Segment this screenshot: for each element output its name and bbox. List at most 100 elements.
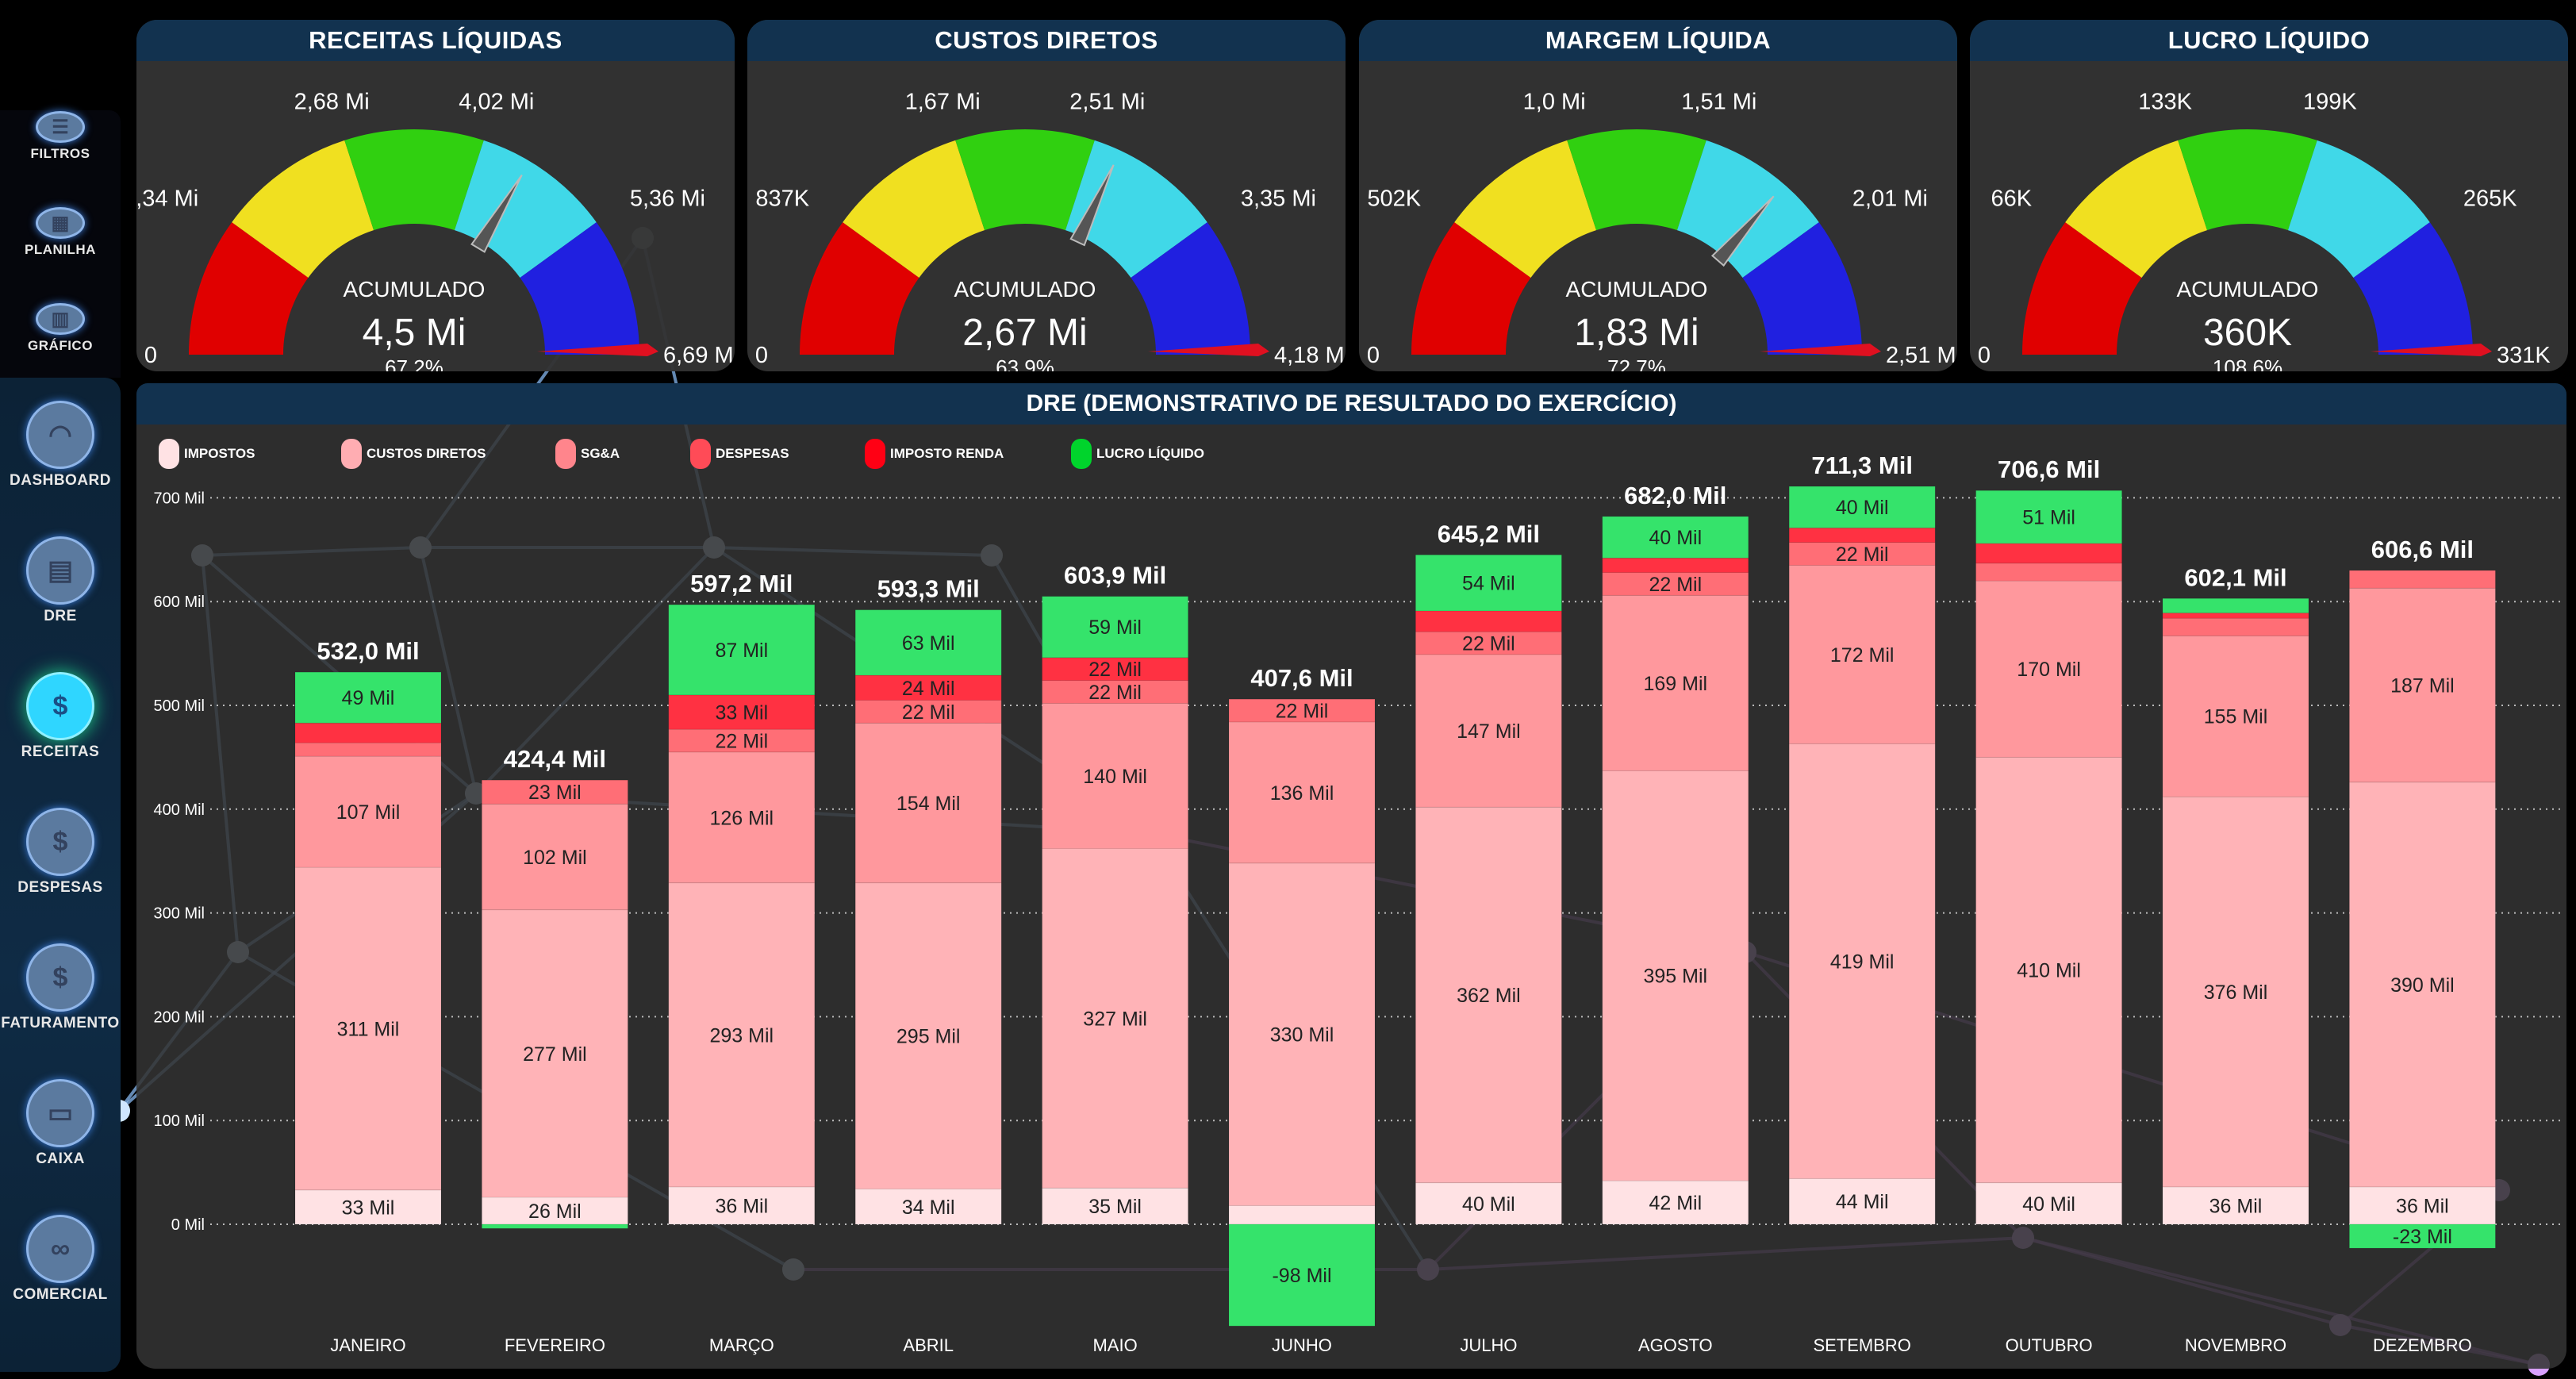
sidebar-item-despesas[interactable]: $ DESPESAS xyxy=(0,808,121,897)
bar-segment-custos-diretos[interactable] xyxy=(2348,782,2496,1188)
bar-setembro[interactable]: 44 Mil 419 Mil 172 Mil 22 Mil 40 Mil xyxy=(1788,486,1936,1225)
bar-segment-impostos[interactable] xyxy=(1042,1187,1189,1225)
bar-segment-lucro-l-quido[interactable] xyxy=(2348,1223,2496,1249)
bar-segment-custos-diretos[interactable] xyxy=(1602,770,1749,1181)
sidebar-item-filtros[interactable]: ☰ FILTROS xyxy=(0,111,121,162)
gauge-tick-label: 0 xyxy=(1367,343,1380,368)
bar-segment-despesas[interactable] xyxy=(1042,680,1189,704)
bar-segment-impostos[interactable] xyxy=(2348,1186,2496,1225)
bar-segment-impostos[interactable] xyxy=(2162,1186,2309,1225)
sidebar-item-gráfico[interactable]: ▥ GRÁFICO xyxy=(0,303,121,354)
bar-segment-despesas[interactable] xyxy=(1228,698,1376,723)
bar-segment-impostos[interactable] xyxy=(854,1189,1002,1225)
bar-segment-sg-a[interactable] xyxy=(2162,635,2309,797)
bar-agosto[interactable]: 42 Mil 395 Mil 169 Mil 22 Mil 40 Mil xyxy=(1602,516,1749,1225)
bar-segment-despesas[interactable] xyxy=(1415,631,1562,655)
bar-segment-custos-diretos[interactable] xyxy=(1788,743,1936,1179)
bar-segment-imposto-renda[interactable] xyxy=(1788,527,1936,544)
bar-segment-lucro-l-quido[interactable] xyxy=(2162,597,2309,614)
bar-segment-despesas[interactable] xyxy=(294,742,442,757)
bar-segment-sg-a[interactable] xyxy=(1975,580,2123,758)
bar-segment-custos-diretos[interactable] xyxy=(1042,848,1189,1189)
bar-segment-sg-a[interactable] xyxy=(1602,594,1749,771)
bar-julho[interactable]: 40 Mil 362 Mil 147 Mil 22 Mil 54 Mil xyxy=(1415,554,1562,1225)
bar-segment-sg-a[interactable] xyxy=(294,755,442,868)
bar-segment-despesas[interactable] xyxy=(1602,572,1749,596)
bar-segment-despesas[interactable] xyxy=(2348,570,2496,589)
bar-segment-lucro-l-quido[interactable] xyxy=(1602,516,1749,559)
bar-junho[interactable]: 330 Mil 136 Mil 22 Mil -98 Mil xyxy=(1228,698,1376,1327)
bar-segment-imposto-renda[interactable] xyxy=(2162,613,2309,619)
bar-segment-despesas[interactable] xyxy=(854,699,1002,724)
bar-segment-imposto-renda[interactable] xyxy=(1415,610,1562,632)
bar-segment-sg-a[interactable] xyxy=(1415,654,1562,808)
bar-segment-despesas[interactable] xyxy=(2162,617,2309,636)
legend-item[interactable]: IMPOSTO RENDA xyxy=(865,439,1071,469)
bar-segment-impostos[interactable] xyxy=(1415,1182,1562,1225)
bar-segment-impostos[interactable] xyxy=(481,1197,628,1225)
bar-segment-custos-diretos[interactable] xyxy=(481,909,628,1198)
x-tick-label: DEZEMBRO xyxy=(2373,1335,2472,1355)
bar-segment-custos-diretos[interactable] xyxy=(294,866,442,1191)
sidebar-item-faturamento[interactable]: $ FATURAMENTO xyxy=(0,943,121,1032)
sidebar-item-dashboard[interactable]: ◠ DASHBOARD xyxy=(0,401,121,490)
bar-segment-lucro-l-quido[interactable] xyxy=(1975,490,2123,544)
bar-segment-lucro-l-quido[interactable] xyxy=(1228,1223,1376,1327)
bar-segment-imposto-renda[interactable] xyxy=(668,694,816,730)
bar-segment-custos-diretos[interactable] xyxy=(668,882,816,1188)
bar-segment-lucro-l-quido[interactable] xyxy=(668,604,816,696)
bar-segment-custos-diretos[interactable] xyxy=(854,882,1002,1190)
bar-segment-lucro-l-quido[interactable] xyxy=(1788,486,1936,528)
bar-segment-lucro-l-quido[interactable] xyxy=(481,1223,628,1229)
bar-segment-imposto-renda[interactable] xyxy=(294,722,442,743)
sidebar-item-receitas[interactable]: $ RECEITAS xyxy=(0,672,121,761)
bar-segment-impostos[interactable] xyxy=(1975,1182,2123,1225)
bar-segment-despesas[interactable] xyxy=(668,728,816,753)
bar-outubro[interactable]: 40 Mil 410 Mil 170 Mil 51 Mil xyxy=(1975,490,2123,1225)
bar-dezembro[interactable]: 36 Mil 390 Mil 187 Mil -23 Mil xyxy=(2348,570,2496,1249)
legend-swatch xyxy=(341,439,362,469)
legend-item[interactable]: SG&A xyxy=(555,439,690,469)
bar-segment-sg-a[interactable] xyxy=(1042,702,1189,850)
bar-segment-lucro-l-quido[interactable] xyxy=(1042,596,1189,659)
bar-segment-sg-a[interactable] xyxy=(668,751,816,884)
bar-segment-sg-a[interactable] xyxy=(481,803,628,911)
bar-segment-custos-diretos[interactable] xyxy=(1228,862,1376,1206)
bar-segment-lucro-l-quido[interactable] xyxy=(854,609,1002,676)
bar-segment-impostos[interactable] xyxy=(294,1189,442,1225)
legend-item[interactable]: IMPOSTOS xyxy=(159,439,341,469)
bar-novembro[interactable]: 36 Mil 376 Mil 155 Mil xyxy=(2162,597,2309,1225)
bar-segment-imposto-renda[interactable] xyxy=(1602,557,1749,574)
bar-segment-sg-a[interactable] xyxy=(854,722,1002,884)
bar-fevereiro[interactable]: 26 Mil 277 Mil 102 Mil 23 Mil xyxy=(481,779,628,1229)
sidebar-item-comercial[interactable]: ∞ COMERCIAL xyxy=(0,1215,121,1304)
bar-segment-despesas[interactable] xyxy=(1788,542,1936,566)
legend-item[interactable]: CUSTOS DIRETOS xyxy=(341,439,555,469)
bar-segment-impostos[interactable] xyxy=(1602,1180,1749,1225)
bar-segment-sg-a[interactable] xyxy=(1228,721,1376,864)
sidebar-item-caixa[interactable]: ▭ CAIXA xyxy=(0,1079,121,1168)
bar-segment-impostos[interactable] xyxy=(1228,1204,1376,1225)
bar-segment-impostos[interactable] xyxy=(668,1186,816,1225)
bar-segment-lucro-l-quido[interactable] xyxy=(294,671,442,724)
bar-segment-despesas[interactable] xyxy=(1975,563,2123,582)
bar-segment-custos-diretos[interactable] xyxy=(2162,796,2309,1188)
legend-item[interactable]: LUCRO LÍQUIDO xyxy=(1071,439,1230,469)
bar-março[interactable]: 36 Mil 293 Mil 126 Mil 22 Mil 33 Mil 87 Mil xyxy=(668,604,816,1225)
bar-segment-custos-diretos[interactable] xyxy=(1415,806,1562,1184)
legend-item[interactable]: DESPESAS xyxy=(690,439,865,469)
bar-segment-imposto-renda[interactable] xyxy=(854,674,1002,701)
bar-segment-lucro-l-quido[interactable] xyxy=(1415,554,1562,612)
sidebar-item-planilha[interactable]: ▦ PLANILHA xyxy=(0,207,121,258)
bar-segment-despesas[interactable] xyxy=(481,779,628,805)
legend-label: CUSTOS DIRETOS xyxy=(367,446,486,461)
sidebar-item-dre[interactable]: ▤ DRE xyxy=(0,536,121,625)
bar-segment-sg-a[interactable] xyxy=(1788,564,1936,744)
bar-segment-sg-a[interactable] xyxy=(2348,587,2496,783)
bar-segment-imposto-renda[interactable] xyxy=(1975,543,2123,564)
bar-segment-custos-diretos[interactable] xyxy=(1975,756,2123,1184)
bar-janeiro[interactable]: 33 Mil 311 Mil 107 Mil 49 Mil xyxy=(294,671,442,1225)
bar-segment-impostos[interactable] xyxy=(1788,1177,1936,1225)
